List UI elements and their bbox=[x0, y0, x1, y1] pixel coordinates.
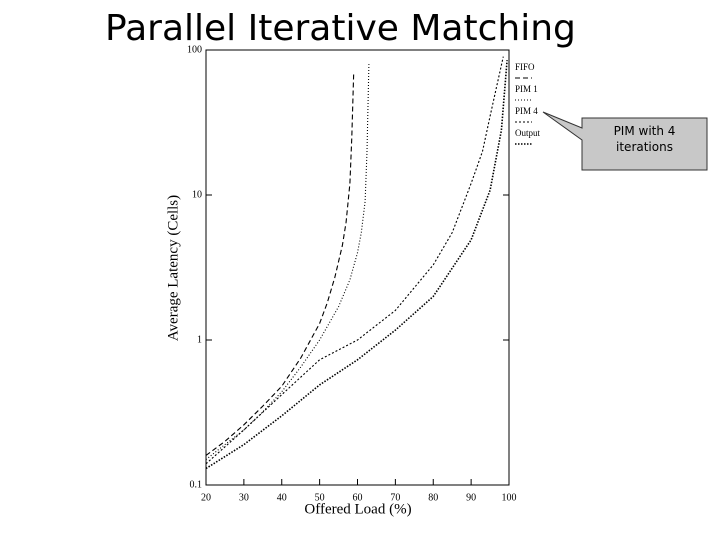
x-tick-label: 90 bbox=[466, 492, 476, 503]
y-axis-title: Average Latency (Cells) bbox=[165, 195, 181, 341]
x-tick-label: 30 bbox=[239, 492, 249, 503]
x-axis-title: Offered Load (%) bbox=[304, 501, 411, 517]
series-line bbox=[205, 64, 370, 460]
legend-label: PIM 4 bbox=[515, 106, 538, 116]
y-tick-label: 10 bbox=[192, 189, 202, 200]
x-tick-label: 20 bbox=[201, 492, 211, 503]
series-line bbox=[205, 56, 504, 465]
callout-box bbox=[542, 111, 708, 171]
x-tick-label: 50 bbox=[315, 492, 325, 503]
legend-label: FIFO bbox=[515, 62, 535, 72]
plot-frame bbox=[205, 49, 510, 486]
callout-holder: PIM with 4 iterations bbox=[613, 124, 676, 154]
y-tick-label: 100 bbox=[187, 44, 202, 55]
x-tick-label: 60 bbox=[353, 492, 363, 503]
x-tick-label: 70 bbox=[390, 492, 400, 503]
legend-label: PIM 1 bbox=[515, 84, 538, 94]
slide-title: Parallel Iterative Matching bbox=[105, 8, 576, 49]
x-tick-label: 100 bbox=[502, 492, 517, 503]
series-line bbox=[205, 72, 355, 456]
legend-label: Output bbox=[515, 128, 541, 138]
x-tick-label: 80 bbox=[428, 492, 438, 503]
callout-text: PIM with 4 iterations bbox=[613, 124, 676, 154]
y-tick-label: 1 bbox=[197, 334, 202, 345]
x-tick-label: 40 bbox=[277, 492, 287, 503]
y-tick-label: 0.1 bbox=[190, 479, 203, 490]
series-line bbox=[205, 60, 508, 470]
